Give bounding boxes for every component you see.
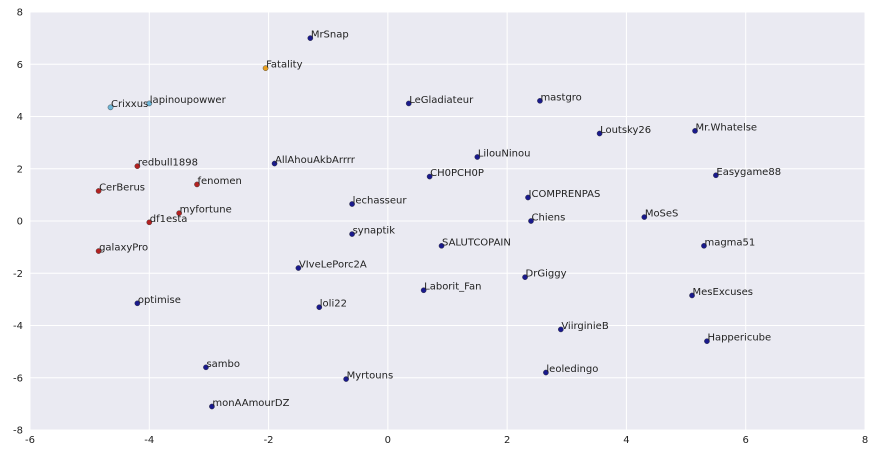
y-tick-label: 4 [17,112,23,123]
data-point [438,243,445,249]
data-point [271,160,278,167]
data-point [95,248,102,254]
point-label: AllAhouAkbArrrr [275,155,356,166]
y-tick-label: -8 [13,426,23,437]
point-label: Chiens [532,213,566,224]
point-label: monAAmourDZ [212,398,289,409]
data-point [704,338,710,344]
data-point [420,287,427,294]
x-tick-label: 0 [385,435,391,446]
point-label: Laborit_Fan [424,282,481,293]
x-tick-label: -2 [264,435,274,446]
point-label: df1esta [150,214,188,225]
data-point [307,35,314,41]
point-label: ViirginieB [561,321,609,332]
data-point [543,369,549,376]
data-points [95,35,719,410]
point-label: mastgro [540,92,581,103]
y-tick-label: -4 [13,321,23,332]
x-tick-label: 4 [623,435,629,446]
data-point [692,128,698,134]
data-point [107,104,114,111]
x-tick-label: -4 [144,435,154,446]
y-tick-label: 6 [17,60,23,71]
point-label: redbull1898 [138,158,198,169]
point-label: CerBerus [99,182,145,193]
data-point [95,188,102,194]
point-label: LilouNinou [478,148,531,159]
point-label: MrSnap [311,30,349,41]
point-label: ICOMPRENPAS [529,189,601,200]
point-label: synaptik [353,226,396,237]
point-label: VIveLePorc2A [299,260,367,271]
data-point [641,214,648,220]
point-label: Myrtouns [347,371,394,382]
x-tick-label: -6 [25,435,35,446]
point-label: loli22 [320,299,347,310]
data-point [426,173,433,180]
data-point [596,130,603,137]
data-point [528,218,534,224]
point-label: sambo [206,359,240,370]
data-point [209,403,215,410]
x-tick-label: 2 [504,435,510,446]
grid [29,11,866,431]
point-label: MoSeS [645,209,679,220]
point-label: Happericube [707,333,771,344]
data-point [689,292,695,299]
point-label: Loutsky26 [600,125,651,136]
x-tick-label: 6 [743,435,749,446]
point-label: Easygame88 [716,167,781,178]
data-point [558,326,564,333]
data-point [405,100,412,107]
data-point [146,219,153,226]
data-point [134,300,141,307]
point-label: leoledingo [546,364,598,375]
data-point [713,172,719,179]
data-point [525,194,531,201]
y-tick-label: 0 [17,217,23,228]
point-label: MesExcuses [693,287,753,298]
data-point [134,163,141,169]
y-tick-label: 2 [17,164,23,175]
data-point [343,376,349,382]
data-point [349,231,355,237]
x-tick-label: 8 [862,435,868,446]
point-label: galaxyPro [99,243,148,254]
data-point [474,154,481,160]
data-point [146,100,153,107]
data-point [295,265,302,271]
data-point [194,181,200,188]
point-labels: MrSnap Fatality Crixxus lapinoupowwer LeGlad… [99,30,781,409]
point-label: Crixxus [111,99,148,110]
data-point [203,364,209,371]
point-label: optimise [138,295,181,306]
point-label: Mr.Whatelse [696,122,758,133]
point-label: LeGladiateur [409,95,474,106]
data-point [522,274,528,280]
point-label: magma51 [704,237,755,248]
data-point [262,65,269,71]
data-point [537,98,543,104]
data-point [316,304,323,311]
data-point [701,243,707,249]
data-point [349,201,355,207]
point-label: lapinoupowwer [150,95,227,106]
y-tick-label: -2 [13,269,23,280]
point-label: fenomen [198,176,242,187]
data-point [176,210,182,216]
point-label: myfortune [180,205,232,216]
point-label: SALUTCOPAIN [442,237,511,248]
y-tick-label: 8 [17,8,23,19]
point-label: CH0PCH0P [430,168,484,179]
y-tick-label: -6 [13,373,23,384]
point-label: DrGiggy [526,269,567,280]
point-label: Fatality [266,60,302,71]
point-label: lechasseur [353,196,408,207]
